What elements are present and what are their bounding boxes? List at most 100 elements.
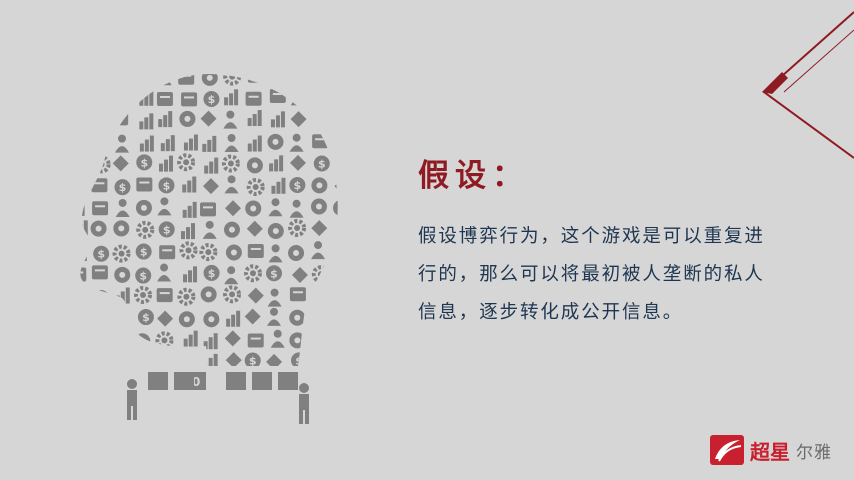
trash-icon [203, 333, 218, 350]
euro-icon [224, 266, 239, 285]
puzzle-icon [200, 286, 217, 303]
calendar-icon [182, 176, 197, 193]
chart-icon: $ [312, 331, 329, 348]
gear-icon: $ [134, 333, 151, 350]
svg-text:$: $ [294, 179, 302, 192]
lightbulb-icon: $ [291, 352, 308, 366]
globe-icon [335, 91, 338, 108]
rocket-icon [156, 288, 173, 303]
chart-icon [139, 113, 154, 130]
globe-icon [181, 223, 196, 240]
trash-icon [247, 110, 262, 127]
gear-icon [226, 310, 241, 327]
icon-grid: $ $ $ $ $ $ $ $ $ $ $ $ $ $ $ $ $ $ $ $ $ [80, 74, 338, 370]
magnifier-icon [80, 112, 85, 129]
laptop-icon [94, 109, 109, 128]
rocket-icon [179, 241, 198, 260]
thumbs-up-icon [202, 135, 217, 152]
chart-icon [116, 329, 131, 348]
gear-icon [223, 110, 238, 129]
dollar-icon: $ [244, 352, 261, 367]
briefcase-icon [225, 200, 242, 217]
euro-icon: $ [158, 177, 175, 194]
laptop-icon [114, 74, 129, 85]
percent-icon [178, 74, 195, 85]
rocket-icon [288, 219, 307, 238]
clock-icon: $ [112, 308, 129, 325]
handshake-icon [288, 244, 305, 261]
thumbs-up-icon [247, 287, 264, 304]
trash-icon [183, 266, 198, 283]
dollar-icon [135, 199, 152, 216]
puzzle-icon [333, 111, 338, 126]
gear-icon [245, 200, 262, 217]
briefcase-icon [157, 310, 174, 327]
svg-text:$: $ [139, 270, 147, 283]
svg-text:$: $ [163, 223, 171, 236]
magnifier-icon [92, 309, 111, 328]
percent-icon [247, 333, 264, 348]
lightbulb-icon: $ [266, 265, 283, 282]
trash-icon [270, 329, 285, 348]
globe-icon [313, 74, 330, 83]
percent-icon: $ [313, 155, 330, 172]
person-icon [333, 154, 338, 171]
svg-text:$: $ [208, 93, 216, 106]
svg-text:$: $ [208, 267, 216, 280]
gear-icon [268, 244, 283, 263]
chart-icon: $ [136, 154, 153, 171]
handshake-icon [94, 74, 109, 83]
percent-icon [200, 202, 217, 217]
euro-icon [269, 89, 286, 104]
globe-icon [135, 74, 150, 85]
person-icon [92, 201, 109, 216]
puzzle-icon [223, 285, 242, 304]
svg-text:$: $ [270, 267, 278, 280]
globe-icon [269, 155, 284, 172]
percent-icon [267, 133, 284, 150]
magnifier-icon [289, 199, 304, 218]
svg-text:$: $ [162, 357, 170, 370]
person-icon [311, 241, 326, 260]
lightbulb-icon [266, 353, 283, 366]
magnifier-icon [80, 310, 87, 329]
trash-icon: $ [158, 221, 175, 238]
percent-icon [268, 198, 283, 217]
trash-icon [245, 91, 262, 106]
euro-icon [224, 89, 239, 106]
person-icon [291, 267, 308, 284]
dollar-icon [80, 331, 87, 350]
rocket-icon [158, 111, 173, 128]
globe-icon: $ [289, 176, 306, 193]
dollar-icon [246, 157, 263, 174]
person-icon [177, 287, 196, 306]
laptop-icon [225, 352, 242, 366]
person-cheering-icon [127, 379, 137, 420]
rocket-icon: $ [113, 89, 130, 106]
laptop-icon [244, 308, 261, 325]
euro-icon [289, 332, 306, 349]
calendar-icon [139, 135, 154, 152]
laptop-icon [183, 134, 198, 151]
briefcase-icon [80, 134, 86, 151]
calendar-icon: $ [334, 132, 338, 149]
trash-icon [335, 275, 338, 284]
handshake-icon [202, 220, 217, 239]
puzzle-icon [159, 245, 176, 260]
laptop-icon [137, 351, 152, 366]
logo-brand-text: 超星 [750, 439, 790, 464]
globe-icon [247, 74, 264, 83]
chaoxing-erya-logo: 超星 尔雅 [710, 435, 832, 465]
dollar-icon [312, 134, 329, 149]
gear-icon [115, 198, 130, 217]
svg-text:$: $ [139, 335, 147, 348]
person-icon [201, 74, 218, 86]
chart-icon [178, 311, 195, 328]
clock-icon [336, 297, 338, 305]
magnifier-icon [136, 177, 153, 192]
clock-icon: $ [135, 267, 152, 284]
dollar-icon [334, 241, 338, 260]
clock-icon: $ [203, 90, 220, 107]
chart-icon [91, 178, 108, 193]
svg-text:$: $ [249, 354, 257, 367]
